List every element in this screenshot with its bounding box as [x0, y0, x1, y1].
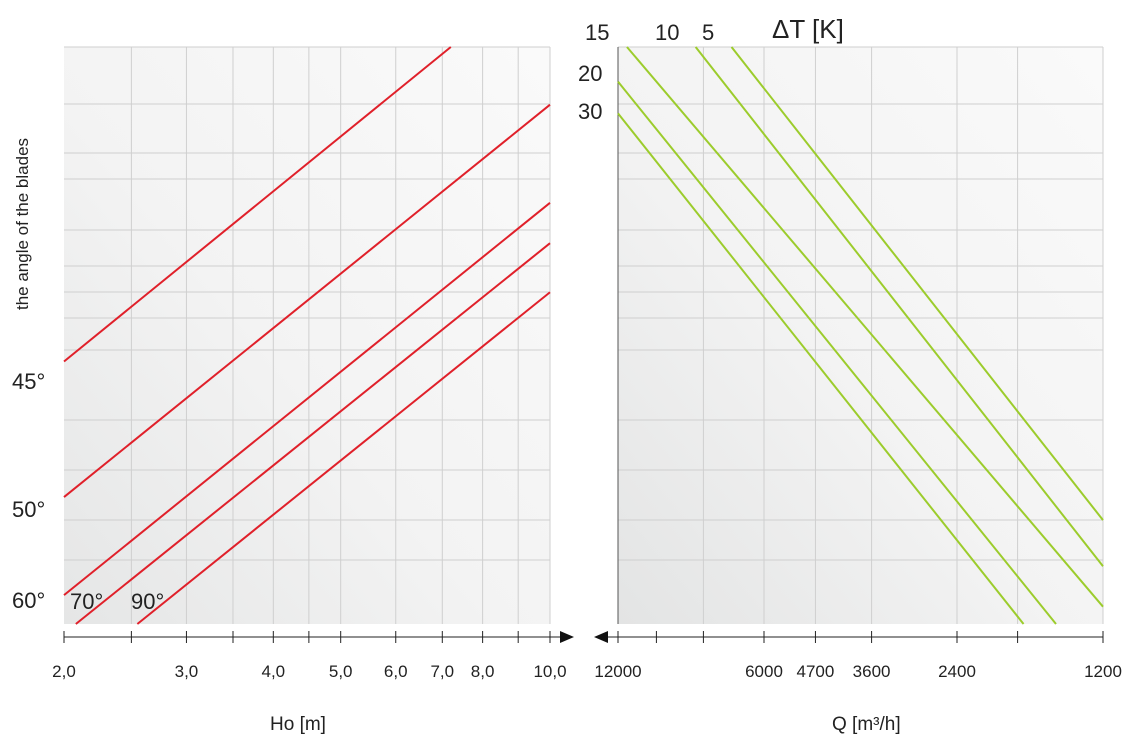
- dt-label-30: 30: [578, 99, 602, 124]
- x-axis-label-right: Q [m³/h]: [832, 714, 901, 735]
- x-tick-label: 6000: [745, 662, 783, 681]
- x-tick-label: 5,0: [329, 662, 353, 681]
- x-tick-label: 7,0: [430, 662, 454, 681]
- x-tick-label: 4700: [797, 662, 835, 681]
- dt-label-5: 5: [702, 20, 714, 45]
- right-series-lines: [617, 46, 1104, 625]
- x-tick-label: 8,0: [471, 662, 495, 681]
- chart-title-delta-t: ΔT [K]: [772, 14, 844, 44]
- x-tick-label: 6,0: [384, 662, 408, 681]
- series-label-70: 70°: [70, 589, 103, 614]
- y-annotation-45: 45°: [12, 369, 45, 394]
- dt-label-20: 20: [578, 61, 602, 86]
- left-grid: [64, 46, 551, 624]
- y-annotation-50: 50°: [12, 497, 45, 522]
- right-arrow-icon: [560, 631, 574, 643]
- green-series-line-dt-20: [617, 80, 1057, 625]
- y-annotation-60: 60°: [12, 588, 45, 613]
- red-series-line-5: [136, 291, 551, 625]
- x-axis-label-right-text: Q [m³/h]: [832, 714, 901, 735]
- left-x-axis: [64, 631, 574, 643]
- left-plot-area: [64, 47, 550, 624]
- y-axis-label: the angle of the blades: [13, 138, 32, 310]
- dt-label-10: 10: [655, 20, 679, 45]
- x-tick-label: 2400: [938, 662, 976, 681]
- left-series-lines: [63, 46, 551, 625]
- x-tick-label: 1200: [1084, 662, 1122, 681]
- series-label-90: 90°: [131, 589, 164, 614]
- x-tick-label: 12000: [594, 662, 641, 681]
- x-tick-label: 2,0: [52, 662, 76, 681]
- dt-label-15: 15: [585, 20, 609, 45]
- x-tick-label: 10,0: [533, 662, 566, 681]
- right-x-axis: [594, 631, 1103, 643]
- right-plot-area: [618, 47, 1103, 624]
- green-series-line-dt-5: [730, 46, 1104, 521]
- left-arrow-icon: [594, 631, 608, 643]
- x-tick-label: 4,0: [261, 662, 285, 681]
- red-series-line-4: [75, 242, 551, 625]
- x-axis-label-left: Ho [m]: [270, 714, 326, 735]
- x-tick-label: 3600: [853, 662, 891, 681]
- green-series-line-dt-10: [694, 46, 1104, 567]
- red-series-line-3: [63, 202, 551, 596]
- red-series-line-1: [63, 46, 452, 363]
- red-series-line-2: [63, 103, 551, 498]
- green-series-line-dt-15: [626, 46, 1104, 608]
- x-tick-label: 3,0: [175, 662, 199, 681]
- right-grid: [617, 46, 1104, 624]
- green-series-line-dt-30: [617, 112, 1025, 625]
